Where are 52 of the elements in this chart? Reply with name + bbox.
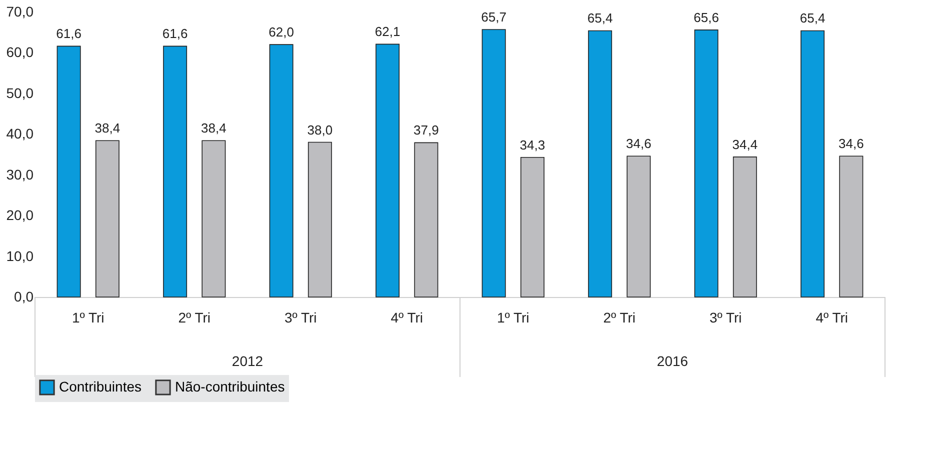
legend-label: Não-contribuintes	[175, 378, 285, 394]
x-tick-label: 1º Tri	[72, 310, 104, 326]
bar	[482, 29, 506, 298]
data-label: 65,7	[481, 10, 506, 25]
y-tick-label: 50,0	[6, 84, 34, 101]
y-tick-label: 60,0	[6, 44, 34, 60]
y-tick-label: 30,0	[6, 166, 34, 182]
data-label: 61,6	[162, 26, 188, 42]
bar	[269, 44, 294, 298]
bar	[800, 30, 825, 298]
data-label: 34,6	[838, 136, 864, 152]
data-label: 62,1	[374, 24, 400, 40]
bar	[56, 46, 81, 298]
text: 2016	[656, 353, 688, 369]
y-tick-label: 40,0	[6, 126, 34, 142]
x-tick-label: 1º Tri	[496, 310, 530, 326]
bar	[202, 140, 226, 298]
data-label: 62,0	[268, 24, 294, 40]
data-label: 65,4	[587, 10, 613, 26]
data-label: 65,6	[694, 10, 719, 25]
text: 2012	[232, 353, 264, 369]
data-label: 38,4	[94, 120, 120, 136]
data-label: 34,6	[626, 136, 652, 152]
bar	[520, 156, 544, 298]
x-tick-label: 4º Tri	[390, 310, 424, 326]
y-tick-label: 70,0	[6, 4, 34, 20]
data-label: 38,4	[201, 120, 226, 136]
data-label: 61,6	[56, 26, 82, 42]
x-tick-label: 3º Tri	[709, 310, 742, 326]
bar	[694, 30, 718, 298]
bar	[308, 142, 332, 298]
bar	[732, 156, 757, 298]
x-tick-label: 4º Tri	[816, 310, 848, 326]
data-label: 38,0	[307, 122, 333, 138]
x-tick-label: 3º Tri	[284, 310, 317, 326]
y-tick-label: 0,0	[14, 288, 34, 304]
x-tick-label: 2º Tri	[603, 310, 636, 326]
bar	[163, 46, 188, 298]
data-label: 34,3	[520, 137, 546, 152]
bar	[626, 156, 651, 298]
x-tick-label: 2º Tri	[178, 310, 211, 326]
bar	[588, 30, 612, 298]
y-tick-label: 20,0	[6, 207, 34, 224]
data-label: 37,9	[414, 122, 439, 138]
bar	[376, 44, 400, 298]
bar	[839, 156, 864, 298]
y-tick-label: 10,0	[6, 248, 34, 264]
data-label: 34,4	[732, 136, 758, 152]
bar	[95, 140, 120, 298]
data-label: 65,4	[800, 10, 826, 26]
legend-label: Contribuintes	[59, 378, 142, 394]
bar	[414, 142, 438, 298]
